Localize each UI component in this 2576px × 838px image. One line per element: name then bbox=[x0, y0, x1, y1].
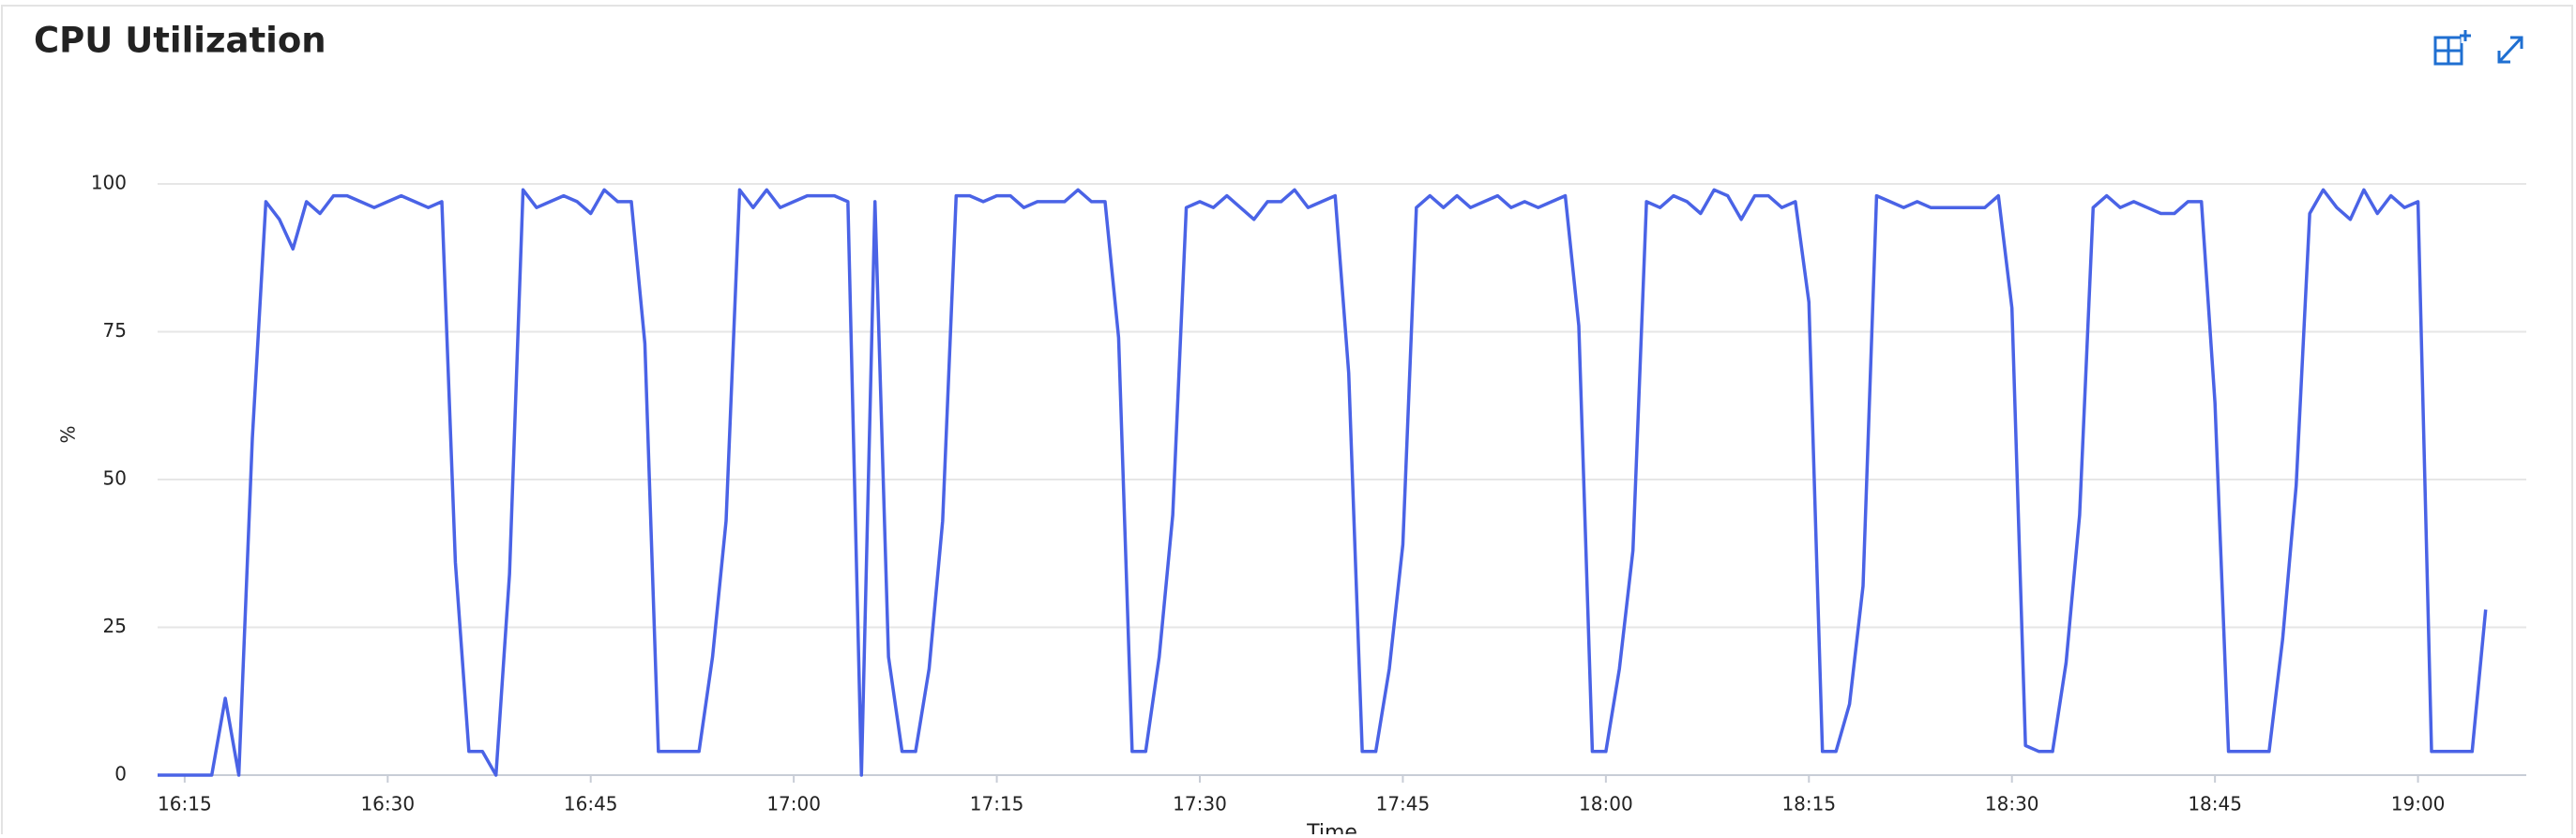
y-axis-label: % bbox=[57, 425, 80, 443]
x-tick-label: 18:15 bbox=[1781, 793, 1836, 815]
y-tick-label: 50 bbox=[103, 467, 127, 490]
x-tick-label: 16:45 bbox=[564, 793, 618, 815]
add-to-dashboard-icon[interactable] bbox=[2433, 28, 2471, 66]
x-tick-label: 17:30 bbox=[1173, 793, 1227, 815]
x-tick-label: 16:15 bbox=[158, 793, 212, 815]
x-tick-label: 18:45 bbox=[2188, 793, 2242, 815]
x-tick-label: 17:45 bbox=[1376, 793, 1431, 815]
y-tick-label: 75 bbox=[103, 319, 127, 342]
x-tick-label: 16:30 bbox=[360, 793, 415, 815]
x-tick-label: 18:30 bbox=[1985, 793, 2039, 815]
y-tick-label: 0 bbox=[114, 763, 127, 785]
y-tick-label: 100 bbox=[91, 172, 127, 194]
chart-title: CPU Utilization bbox=[34, 21, 326, 61]
x-tick-label: 18:00 bbox=[1579, 793, 1633, 815]
x-tick-label: 17:15 bbox=[970, 793, 1024, 815]
y-tick-label: 25 bbox=[103, 615, 127, 637]
data-line bbox=[158, 188, 2488, 777]
x-tick-label: 17:00 bbox=[766, 793, 821, 815]
card-border bbox=[1, 5, 2573, 838]
expand-icon[interactable] bbox=[2497, 36, 2523, 64]
x-tick-label: 19:00 bbox=[2391, 793, 2446, 815]
x-axis-label: Time bbox=[1306, 821, 1357, 834]
